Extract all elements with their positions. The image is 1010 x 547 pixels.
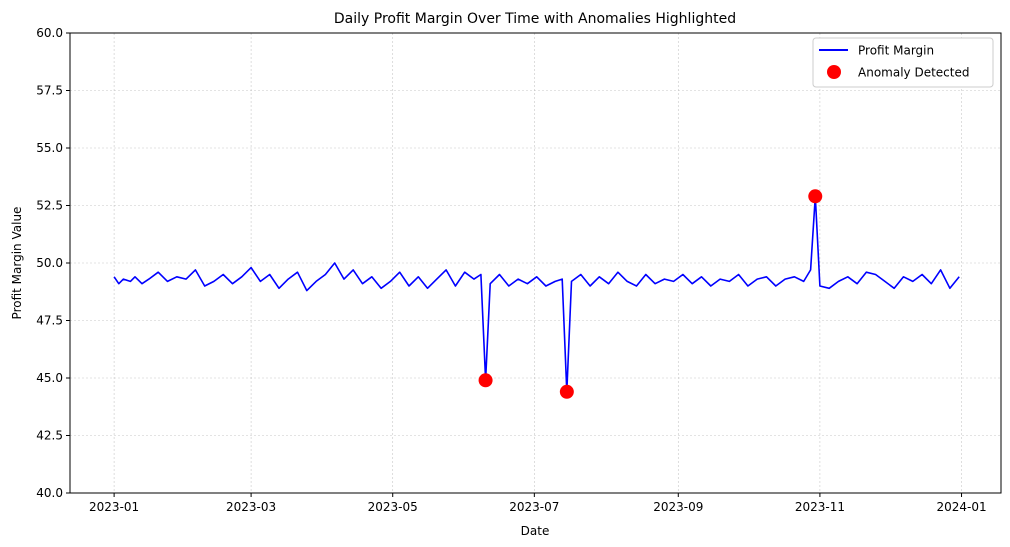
y-axis-label: Profit Margin Value <box>10 207 24 320</box>
y-tick-label: 40.0 <box>36 486 63 500</box>
profit-margin-line <box>113 195 960 393</box>
y-tick-label: 42.5 <box>36 429 63 443</box>
y-axis: 40.0 42.5 45.0 47.5 50.0 52.5 55.0 57.5 60.0 <box>36 26 70 500</box>
legend-frame <box>812 37 994 88</box>
x-tick-label: 2023-11 <box>795 500 845 514</box>
y-tick-label: 52.5 <box>36 199 63 213</box>
series-layer <box>113 189 960 399</box>
x-tick-label: 2023-07 <box>509 500 559 514</box>
anomaly-point <box>559 384 574 399</box>
x-tick-label: 2023-09 <box>653 500 703 514</box>
legend: Profit Margin Anomaly Detected <box>812 37 994 88</box>
x-tick-label: 2023-03 <box>226 500 276 514</box>
x-axis: 2023-01 2023-03 2023-05 2023-07 2023-09 2023-… <box>89 493 987 514</box>
anomaly-point <box>808 189 823 204</box>
legend-label-anomaly: Anomaly Detected <box>858 66 969 80</box>
legend-marker-swatch <box>827 65 841 79</box>
x-tick-label: 2024-01 <box>936 500 986 514</box>
y-tick-label: 55.0 <box>36 141 63 155</box>
y-tick-label: 47.5 <box>36 314 63 328</box>
legend-label-profit-margin: Profit Margin <box>858 44 934 58</box>
x-axis-label: Date <box>521 524 550 538</box>
y-tick-label: 57.5 <box>36 84 63 98</box>
y-tick-label: 60.0 <box>36 26 63 40</box>
x-tick-label: 2023-05 <box>368 500 418 514</box>
x-tick-label: 2023-01 <box>89 500 139 514</box>
y-tick-label: 50.0 <box>36 256 63 270</box>
chart-title: Daily Profit Margin Over Time with Anoma… <box>334 11 736 27</box>
y-tick-label: 45.0 <box>36 371 63 385</box>
anomaly-point <box>478 373 493 388</box>
